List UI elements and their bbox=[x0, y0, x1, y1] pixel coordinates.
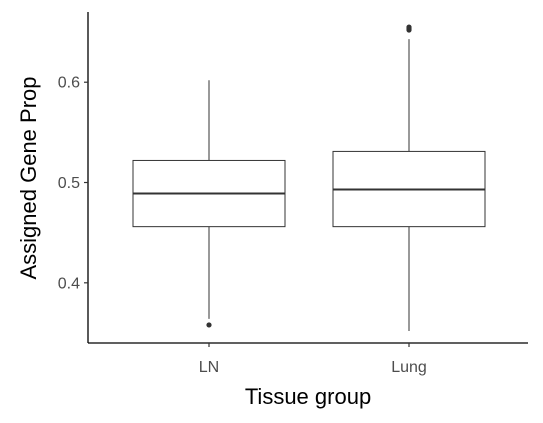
box-lung bbox=[332, 24, 486, 331]
outlier-point bbox=[206, 322, 212, 328]
x-ticks: LN Lung bbox=[199, 343, 427, 376]
boxes-layer bbox=[132, 24, 486, 331]
x-tick-label: Lung bbox=[391, 359, 427, 376]
y-tick-label: 0.4 bbox=[58, 275, 80, 292]
y-tick-label: 0.5 bbox=[58, 175, 80, 192]
outlier-point bbox=[406, 24, 412, 30]
box-ln bbox=[132, 80, 286, 328]
y-ticks: 0.4 0.5 0.6 bbox=[58, 75, 88, 292]
x-axis-title: Tissue group bbox=[245, 384, 371, 409]
y-tick-label: 0.6 bbox=[58, 75, 80, 92]
y-axis-title: Assigned Gene Prop bbox=[16, 76, 41, 279]
x-tick-label: LN bbox=[199, 359, 219, 376]
